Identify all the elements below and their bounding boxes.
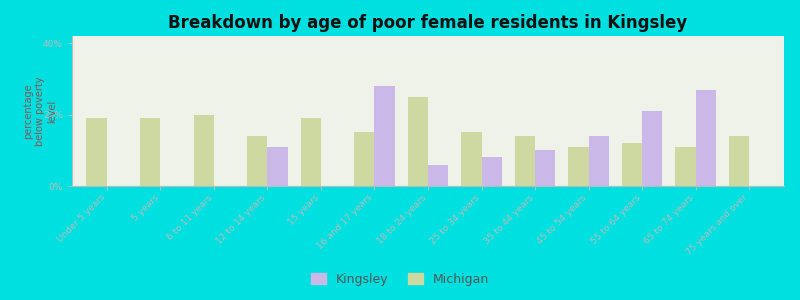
Bar bbox=[428, 165, 448, 186]
Bar bbox=[535, 150, 555, 186]
Bar bbox=[514, 136, 535, 186]
Y-axis label: percentage
below poverty
level: percentage below poverty level bbox=[23, 76, 57, 146]
Bar bbox=[301, 118, 321, 186]
Legend: Kingsley, Michigan: Kingsley, Michigan bbox=[306, 268, 494, 291]
Bar bbox=[408, 97, 428, 186]
Bar bbox=[140, 118, 160, 186]
Bar bbox=[461, 132, 482, 186]
Bar bbox=[696, 90, 716, 186]
Title: Breakdown by age of poor female residents in Kingsley: Breakdown by age of poor female resident… bbox=[168, 14, 688, 32]
Bar bbox=[729, 136, 750, 186]
Bar bbox=[568, 147, 589, 186]
Bar bbox=[675, 147, 696, 186]
Bar bbox=[589, 136, 609, 186]
Bar bbox=[622, 143, 642, 186]
Bar bbox=[642, 111, 662, 186]
Bar bbox=[247, 136, 267, 186]
Bar bbox=[194, 115, 214, 186]
Bar bbox=[374, 86, 395, 186]
Bar bbox=[482, 158, 502, 186]
Bar bbox=[267, 147, 288, 186]
Bar bbox=[354, 132, 374, 186]
Bar bbox=[86, 118, 106, 186]
